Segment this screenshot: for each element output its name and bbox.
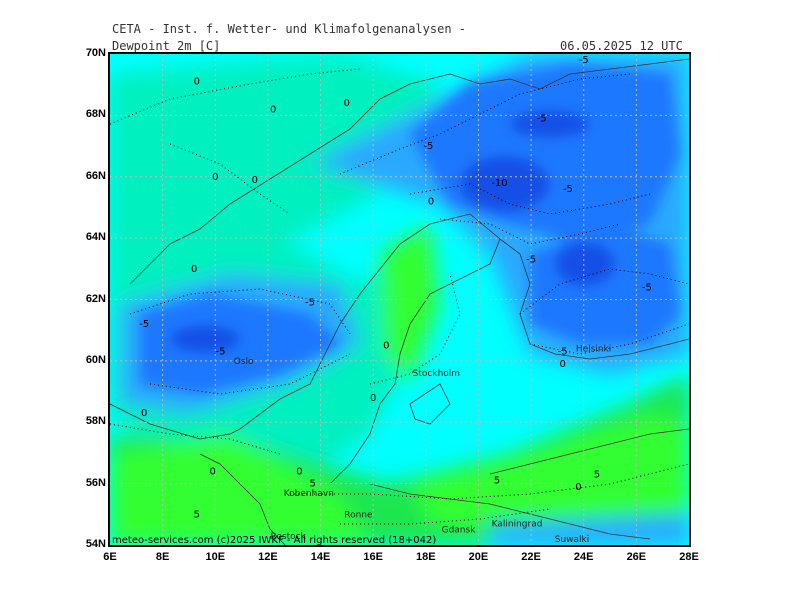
longitude-tick-label: 6E [103, 551, 117, 563]
city-label: Suwalki [555, 535, 590, 545]
longitude-tick-label: 8E [155, 551, 170, 563]
contour-value-label: 0 [252, 175, 258, 186]
longitude-tick-label: 26E [626, 551, 647, 563]
field-darkblue-core-norway [170, 325, 240, 353]
lat-lon-grid [110, 54, 689, 545]
contour-value-label: -5 [642, 282, 652, 293]
field-brightgreen-se [410, 414, 689, 534]
contour-value-label: -5 [423, 141, 433, 152]
city-label: Kaliningrad [492, 520, 543, 530]
valid-time-label: 06.05.2025 12 UTC [560, 39, 683, 53]
contour-value-label: -5 [305, 298, 315, 309]
field-blue-norway [140, 294, 340, 394]
longitude-tick-label: 22E [521, 551, 541, 563]
city-label: Gdansk [442, 526, 477, 536]
contour-value-label: -5 [579, 55, 589, 66]
latitude-tick-label: 62N [85, 292, 106, 305]
contour-value-label: 0 [559, 359, 565, 370]
field-brightgreen-sweden [380, 224, 440, 384]
contour-value-label: 0 [383, 341, 389, 352]
field-lightblue-south [490, 514, 689, 545]
city-label: Oslo [234, 357, 254, 367]
contour-value-label: 0 [191, 264, 197, 275]
contour-value-label: 0 [141, 408, 147, 419]
contour-value-label: 0 [344, 98, 350, 109]
contour-value-label: -10 [491, 178, 507, 189]
map-frame: Oslo Stockholm Helsinki Kobenhavn Ronne Rosto… [108, 52, 691, 547]
latitude-tick-label: 58N [85, 415, 106, 428]
coastlines [110, 58, 689, 545]
city-label: Helsinki [576, 345, 611, 355]
contour-value-label: 0 [428, 196, 434, 207]
contour-value-label: 0 [209, 466, 215, 477]
contour-value-label: 0 [270, 104, 276, 115]
contour-value-label: 0 [575, 482, 581, 493]
parameter-label: Dewpoint_2m_[C] [112, 39, 221, 53]
contour-lines [110, 68, 689, 525]
contour-value-label: 5 [594, 469, 600, 480]
contour-value-label: 0 [212, 172, 218, 183]
latitude-tick-label: 66N [85, 169, 106, 182]
city-label: Ronne [344, 510, 373, 520]
field-darkblue-core-north2 [510, 110, 590, 138]
copyright-footer: meteo-services.com (c)2025 IWKF - All ri… [112, 535, 437, 546]
longitude-tick-label: 12E [258, 551, 278, 563]
longitude-tick-label: 16E [363, 551, 383, 563]
longitude-tick-label: 20E [468, 551, 489, 563]
city-label: Rostock [271, 532, 307, 542]
contour-value-label: -5 [558, 347, 568, 358]
contour-value-label: 0 [296, 466, 302, 477]
field-brightgreen-sw [110, 434, 370, 545]
city-label: Stockholm [413, 369, 460, 379]
latitude-tick-label: 64N [85, 231, 106, 244]
chart-title: CETA - Inst. f. Wetter- und Klimafolgena… [112, 22, 467, 36]
field-darkblue-core-north [460, 156, 550, 212]
latitude-tick-label: 56N [85, 476, 106, 489]
longitude-tick-label: 28E [679, 551, 699, 563]
latitude-tick-label: 70N [85, 47, 106, 59]
contour-value-label: -5 [139, 319, 149, 330]
city-label: Kobenhavn [284, 489, 334, 499]
field-darkblue-core-finland [555, 242, 615, 286]
contour-value-label: -5 [563, 184, 573, 195]
contour-value-label: 0 [370, 393, 376, 404]
contour-value-label: 0 [194, 77, 200, 88]
latitude-tick-label: 68N [85, 108, 106, 121]
contour-value-label: -5 [216, 347, 226, 358]
contour-value-label: 5 [494, 476, 500, 487]
contour-value-label: -5 [526, 255, 536, 266]
longitude-tick-label: 24E [573, 551, 594, 563]
contour-value-label: 5 [309, 479, 315, 490]
longitude-tick-label: 18E [416, 551, 436, 563]
latitude-tick-label: 54N [85, 538, 106, 550]
city-labels: Oslo Stockholm Helsinki Kobenhavn Ronne Rosto… [234, 345, 612, 545]
longitude-tick-label: 14E [310, 551, 331, 563]
contour-value-label: -5 [537, 114, 547, 125]
latitude-tick-label: 60N [85, 353, 106, 366]
dewpoint-map: Oslo Stockholm Helsinki Kobenhavn Ronne Rosto… [110, 54, 689, 545]
contour-value-label: 5 [194, 509, 200, 520]
longitude-tick-label: 10E [205, 551, 226, 563]
